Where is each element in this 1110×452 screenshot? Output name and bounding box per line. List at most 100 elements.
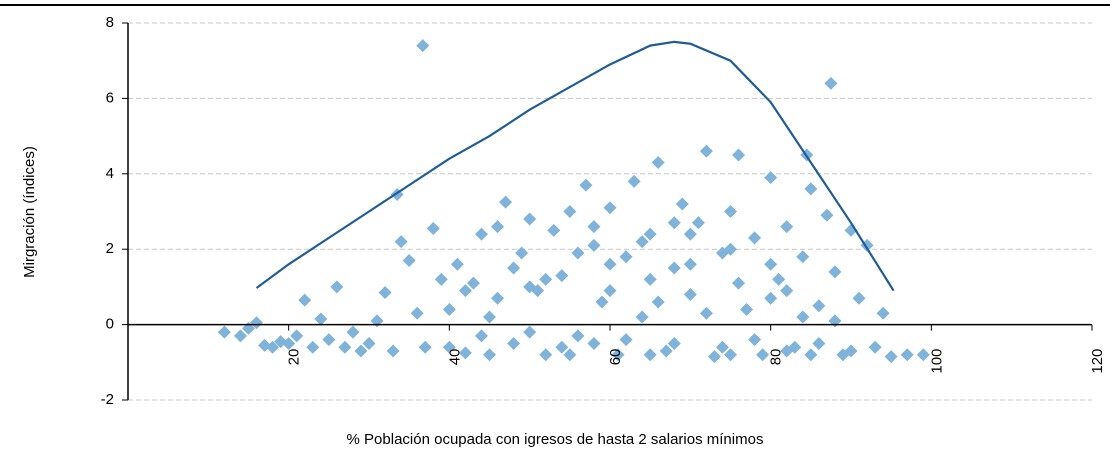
point <box>852 291 866 305</box>
point <box>507 336 521 350</box>
point <box>828 314 842 328</box>
point <box>322 333 336 347</box>
point <box>732 148 746 162</box>
point <box>523 280 537 294</box>
point <box>724 205 737 218</box>
point <box>764 257 778 271</box>
point <box>434 272 448 286</box>
point <box>233 329 247 343</box>
point <box>354 344 368 358</box>
point <box>507 261 521 275</box>
y-tick-label: 2 <box>106 240 114 257</box>
point <box>699 144 713 158</box>
point <box>916 348 930 362</box>
point <box>796 250 810 264</box>
point <box>394 235 408 249</box>
point <box>820 208 834 222</box>
point <box>595 295 609 309</box>
x-tick-label: 60 <box>607 349 624 366</box>
point <box>699 306 713 320</box>
y-tick-label: 6 <box>106 89 114 106</box>
point <box>844 344 858 358</box>
x-tick-label: 100 <box>928 349 945 374</box>
point <box>884 350 898 364</box>
point <box>491 291 505 305</box>
point <box>587 238 601 252</box>
x-axis-label: % Población ocupada con igresos de hasta… <box>347 431 764 448</box>
point <box>675 197 689 211</box>
point <box>378 286 392 300</box>
point <box>868 340 882 354</box>
point <box>298 293 312 307</box>
fit-line <box>255 40 895 292</box>
point <box>724 348 737 362</box>
point <box>667 336 681 350</box>
point <box>611 348 625 362</box>
point <box>563 205 577 218</box>
point <box>619 333 633 347</box>
point <box>346 325 360 339</box>
point <box>491 220 505 234</box>
y-tick-label: 0 <box>106 316 114 333</box>
point <box>603 284 617 298</box>
point <box>587 220 601 234</box>
point <box>571 329 585 343</box>
point <box>523 212 537 226</box>
point <box>683 287 697 301</box>
y-axis-label: Mirgración (índices) <box>21 146 38 278</box>
point <box>824 76 838 90</box>
point <box>643 348 657 362</box>
point <box>691 216 705 230</box>
point <box>442 303 456 317</box>
point <box>416 39 430 53</box>
point <box>812 299 826 313</box>
point <box>651 295 665 309</box>
point <box>418 340 432 354</box>
point <box>450 257 464 271</box>
point <box>338 340 352 354</box>
point <box>667 261 681 275</box>
point <box>362 336 376 350</box>
y-tick-label: 4 <box>106 165 114 182</box>
point <box>266 340 280 354</box>
point <box>539 272 553 286</box>
point <box>523 325 537 339</box>
point <box>619 250 633 264</box>
point <box>828 265 842 279</box>
x-tick-label: 40 <box>446 349 463 366</box>
point <box>466 276 480 290</box>
x-tick-label: 80 <box>768 349 785 366</box>
point <box>796 310 810 324</box>
point <box>474 329 488 343</box>
point <box>812 336 826 350</box>
point <box>314 312 328 326</box>
point <box>603 257 617 271</box>
point <box>780 284 794 298</box>
point <box>651 155 665 169</box>
point <box>402 254 416 268</box>
point <box>643 227 657 241</box>
y-tick-label: -2 <box>101 391 114 408</box>
point <box>683 227 697 241</box>
y-tick-label: 8 <box>106 14 114 31</box>
point <box>483 310 496 324</box>
point <box>876 306 890 320</box>
point <box>282 336 296 350</box>
point <box>635 310 649 324</box>
point <box>515 246 529 260</box>
point <box>780 220 794 234</box>
point <box>250 316 264 330</box>
point <box>410 306 424 320</box>
point <box>732 276 746 290</box>
point <box>370 314 384 328</box>
point <box>804 182 818 196</box>
point <box>667 216 681 230</box>
point <box>555 340 569 354</box>
point <box>217 325 231 339</box>
point <box>579 178 593 192</box>
x-tick-label: 120 <box>1089 349 1106 374</box>
x-tick-label: 20 <box>286 349 303 366</box>
point <box>603 201 617 215</box>
point <box>780 344 794 358</box>
